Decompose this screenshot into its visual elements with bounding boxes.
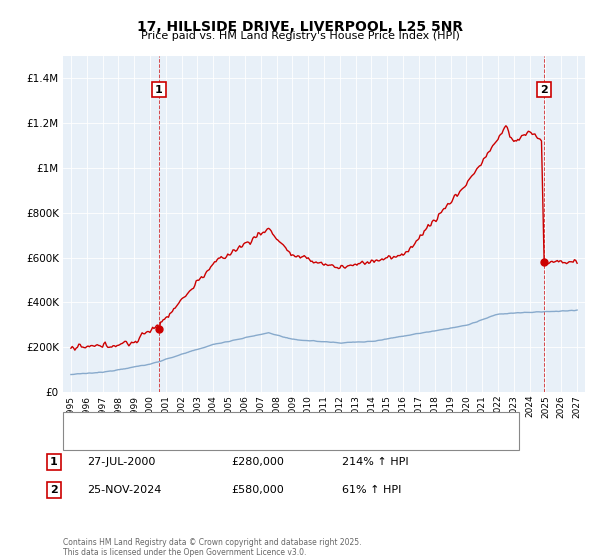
Text: ——: —— — [75, 415, 90, 428]
Text: £280,000: £280,000 — [231, 457, 284, 467]
Text: 25-NOV-2024: 25-NOV-2024 — [87, 485, 161, 495]
Text: Price paid vs. HM Land Registry's House Price Index (HPI): Price paid vs. HM Land Registry's House … — [140, 31, 460, 41]
Text: 17, HILLSIDE DRIVE, LIVERPOOL, L25 5NR: 17, HILLSIDE DRIVE, LIVERPOOL, L25 5NR — [137, 20, 463, 34]
Text: 1: 1 — [155, 85, 163, 95]
Text: ——: —— — [75, 433, 90, 446]
Text: 214% ↑ HPI: 214% ↑ HPI — [342, 457, 409, 467]
Text: 17, HILLSIDE DRIVE, LIVERPOOL, L25 5NR (detached house): 17, HILLSIDE DRIVE, LIVERPOOL, L25 5NR (… — [105, 417, 399, 427]
Text: 2: 2 — [50, 485, 58, 495]
Text: Contains HM Land Registry data © Crown copyright and database right 2025.
This d: Contains HM Land Registry data © Crown c… — [63, 538, 361, 557]
Text: £580,000: £580,000 — [231, 485, 284, 495]
Text: HPI: Average price, detached house, Liverpool: HPI: Average price, detached house, Live… — [105, 435, 331, 445]
Text: 1: 1 — [50, 457, 58, 467]
Text: 2: 2 — [540, 85, 548, 95]
Text: 27-JUL-2000: 27-JUL-2000 — [87, 457, 155, 467]
Text: 61% ↑ HPI: 61% ↑ HPI — [342, 485, 401, 495]
